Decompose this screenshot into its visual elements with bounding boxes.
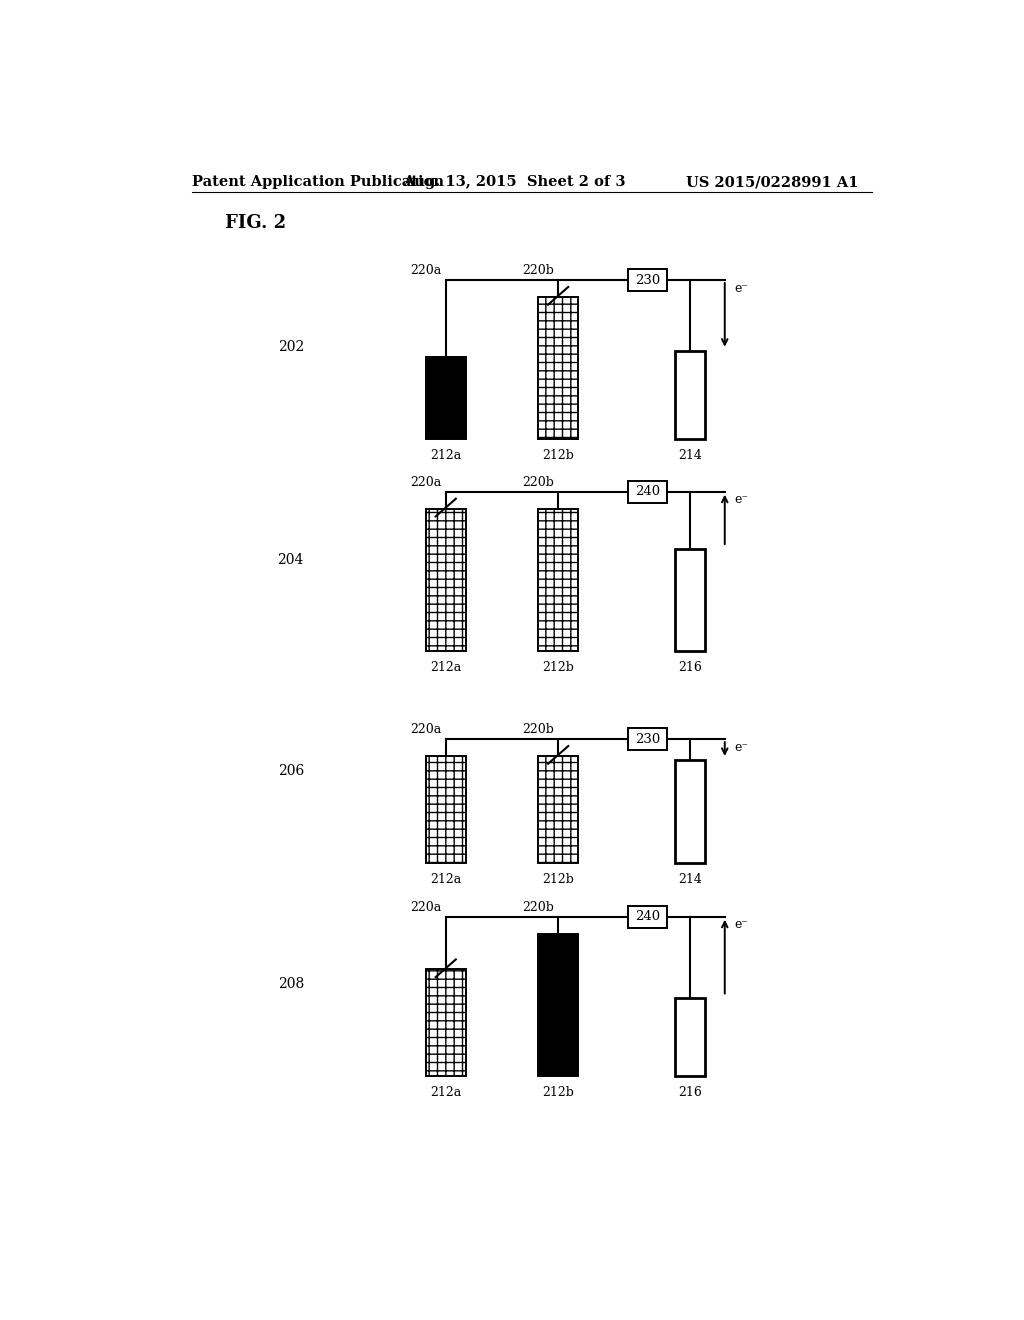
Text: 204: 204 — [278, 553, 304, 568]
Text: 220a: 220a — [411, 723, 442, 737]
Text: 212b: 212b — [542, 450, 574, 462]
Bar — [628, 269, 667, 290]
Text: 202: 202 — [278, 341, 304, 354]
Bar — [628, 906, 667, 928]
Bar — [628, 729, 667, 750]
Text: e⁻: e⁻ — [734, 741, 749, 754]
Text: 230: 230 — [635, 273, 659, 286]
Bar — [675, 549, 705, 651]
Text: US 2015/0228991 A1: US 2015/0228991 A1 — [686, 176, 858, 189]
Text: 220b: 220b — [522, 723, 554, 737]
Text: 216: 216 — [678, 661, 701, 675]
Text: e⁻: e⁻ — [734, 281, 749, 294]
Text: 212a: 212a — [430, 1086, 462, 1100]
Text: 220a: 220a — [411, 475, 442, 488]
Text: Aug. 13, 2015  Sheet 2 of 3: Aug. 13, 2015 Sheet 2 of 3 — [403, 176, 626, 189]
Bar — [538, 508, 579, 651]
Text: 212b: 212b — [542, 1086, 574, 1100]
Bar — [538, 933, 579, 1076]
Text: 216: 216 — [678, 1086, 701, 1100]
Bar — [675, 998, 705, 1076]
Bar — [426, 508, 466, 651]
Text: 214: 214 — [678, 450, 701, 462]
Text: 212a: 212a — [430, 450, 462, 462]
Text: Patent Application Publication: Patent Application Publication — [191, 176, 443, 189]
Text: FIG. 2: FIG. 2 — [225, 214, 286, 232]
Text: 220b: 220b — [522, 900, 554, 913]
Text: 240: 240 — [635, 486, 659, 499]
Text: 208: 208 — [278, 977, 304, 991]
Bar — [675, 351, 705, 440]
Text: 214: 214 — [678, 873, 701, 886]
Text: 230: 230 — [635, 733, 659, 746]
Text: 212a: 212a — [430, 661, 462, 675]
Bar — [426, 356, 466, 440]
Text: e⁻: e⁻ — [734, 494, 749, 507]
Bar — [628, 480, 667, 503]
Text: 220a: 220a — [411, 264, 442, 277]
Text: 212b: 212b — [542, 661, 574, 675]
Text: 240: 240 — [635, 911, 659, 924]
Text: 220a: 220a — [411, 900, 442, 913]
Bar — [538, 297, 579, 440]
Bar — [675, 760, 705, 863]
Text: 220b: 220b — [522, 264, 554, 277]
Text: 212b: 212b — [542, 873, 574, 886]
Text: 212a: 212a — [430, 873, 462, 886]
Text: e⁻: e⁻ — [734, 919, 749, 932]
Bar — [538, 756, 579, 863]
Text: 206: 206 — [278, 763, 304, 777]
Bar — [426, 969, 466, 1076]
Bar — [426, 756, 466, 863]
Text: 220b: 220b — [522, 475, 554, 488]
